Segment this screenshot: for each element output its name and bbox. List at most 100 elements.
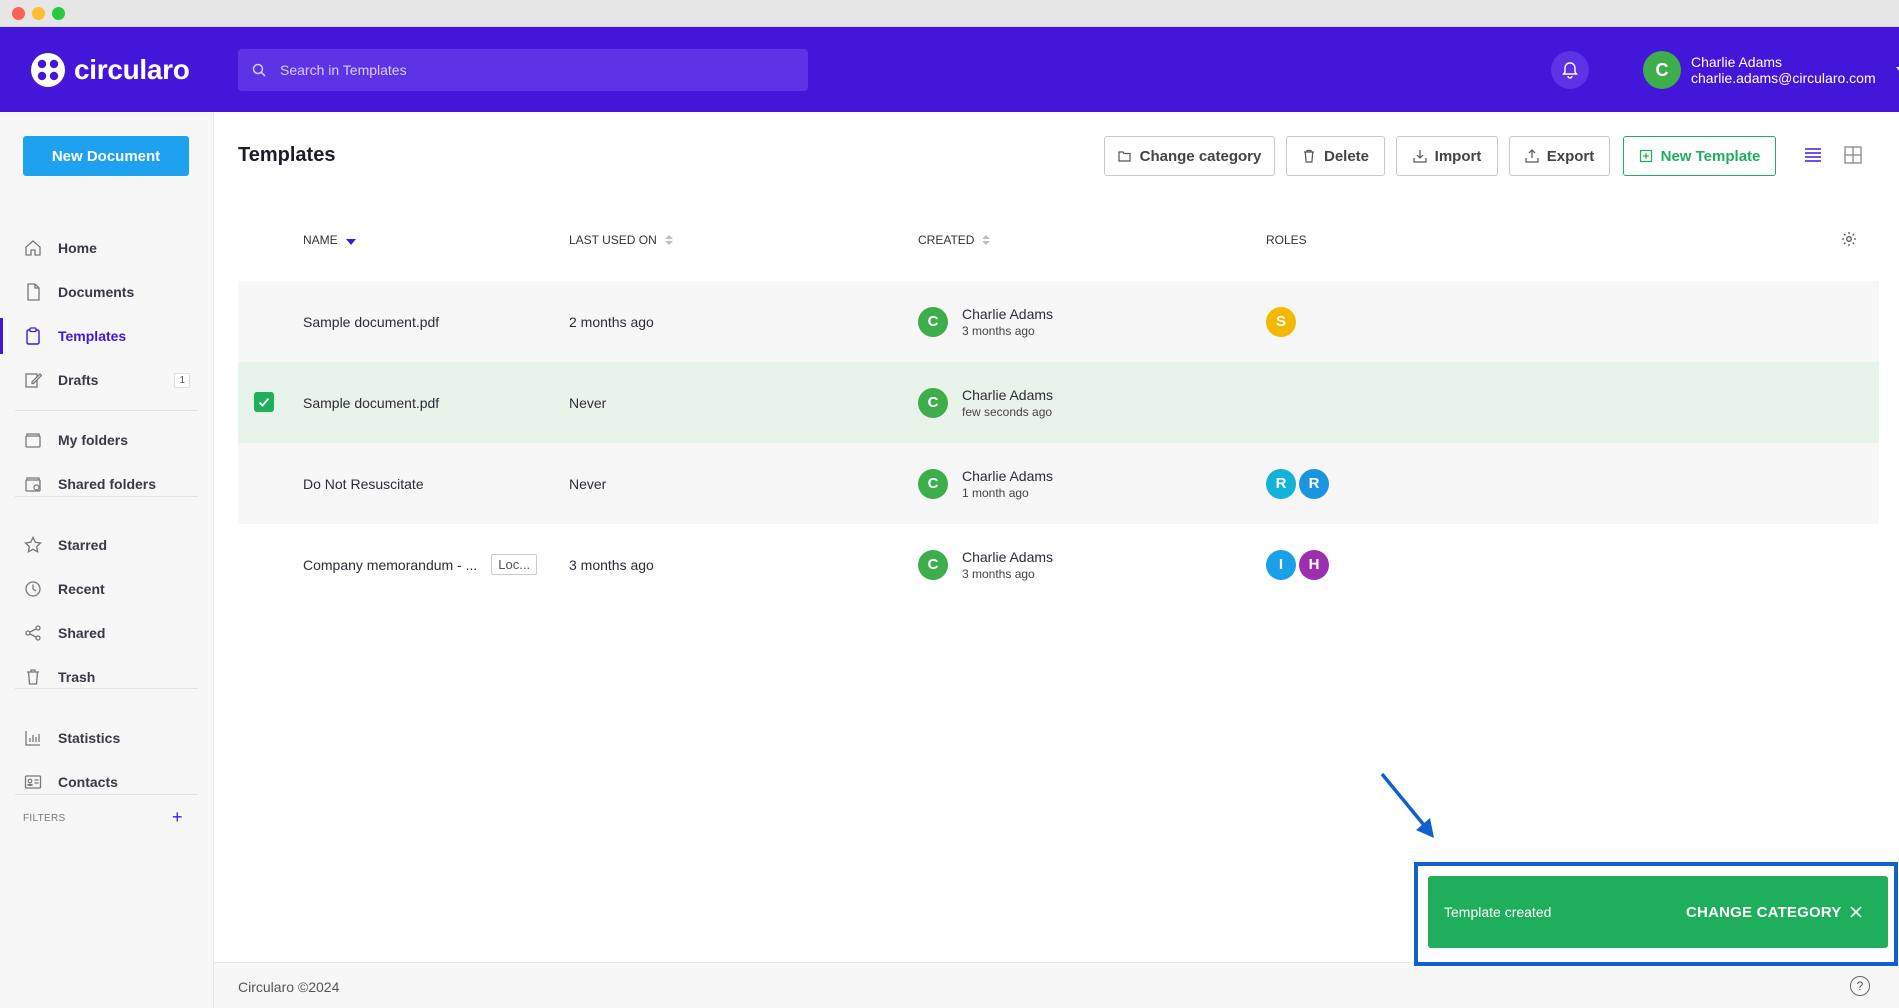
sidebar-item-my-folders[interactable]: My folders <box>0 420 214 460</box>
column-header-created[interactable]: CREATED <box>918 233 991 247</box>
sidebar-item-label: Shared folders <box>58 476 157 492</box>
template-name: Sample document.pdf <box>303 313 440 330</box>
sidebar-item-contacts[interactable]: Contacts <box>0 762 214 802</box>
created-cell: C Charlie Adams few seconds ago <box>918 362 1053 443</box>
created-time: few seconds ago <box>962 404 1053 419</box>
list-view-icon[interactable] <box>1803 145 1823 165</box>
role-avatar: S <box>1266 306 1296 337</box>
shared-folder-icon <box>25 477 41 492</box>
creator-name: Charlie Adams <box>962 386 1054 403</box>
share-icon <box>25 625 41 641</box>
user-avatar: C <box>1643 51 1681 89</box>
table-row[interactable]: Do Not Resuscitate Never C Charlie Adams… <box>238 443 1879 524</box>
new-document-button[interactable]: New Document <box>23 136 189 176</box>
document-icon <box>27 283 40 301</box>
table-row[interactable]: Company memorandum - ... Loc... 3 months… <box>238 524 1879 605</box>
delete-button[interactable]: Delete <box>1286 136 1385 176</box>
copyright-text: Circularo ©2024 <box>238 979 340 995</box>
sidebar-item-templates[interactable]: Templates <box>0 316 214 356</box>
sidebar-item-shared-folders[interactable]: Shared folders <box>0 464 214 504</box>
drafts-count-badge: 1 <box>174 372 190 388</box>
search-input[interactable] <box>280 62 780 78</box>
sidebar-item-label: Drafts <box>58 372 99 388</box>
creator-name: Charlie Adams <box>962 305 1054 322</box>
sidebar-item-label: Starred <box>58 537 108 553</box>
checkmark-icon <box>258 397 270 407</box>
export-icon <box>1525 149 1539 163</box>
filters-label: FILTERS <box>23 813 66 824</box>
template-name: Company memorandum - ... <box>303 556 478 573</box>
minimize-window-button[interactable] <box>32 7 45 20</box>
home-icon <box>25 240 41 256</box>
sidebar-item-label: Trash <box>58 669 96 685</box>
app-name: circularo <box>74 54 190 85</box>
row-checkbox[interactable] <box>254 392 274 412</box>
toast-notification: Template created CHANGE CATEGORY <box>1428 876 1888 948</box>
column-header-name[interactable]: NAME <box>303 233 356 247</box>
role-avatar: I <box>1266 549 1296 580</box>
close-window-button[interactable] <box>12 7 25 20</box>
contacts-icon <box>24 775 42 789</box>
sidebar-item-recent[interactable]: Recent <box>0 569 214 609</box>
search-icon <box>252 63 266 77</box>
created-cell: C Charlie Adams 3 months ago <box>918 524 1053 605</box>
sidebar-item-label: Shared <box>58 625 106 641</box>
user-email: charlie.adams@circularo.com <box>1691 70 1876 86</box>
new-template-label: New Template <box>1660 147 1761 165</box>
clock-icon <box>25 581 41 597</box>
bell-icon <box>1562 62 1578 79</box>
role-avatar: R <box>1299 468 1329 499</box>
avatar: C <box>918 549 948 580</box>
maximize-window-button[interactable] <box>52 7 65 20</box>
sidebar-divider <box>15 496 198 497</box>
folder-icon <box>25 433 41 448</box>
roles-cell: I H <box>1266 524 1329 605</box>
sort-icon <box>664 235 673 245</box>
created-time: 3 months ago <box>962 323 1035 338</box>
sidebar-item-label: My folders <box>58 432 129 448</box>
add-template-icon <box>1639 149 1652 163</box>
column-header-last-used[interactable]: LAST USED ON <box>569 233 673 247</box>
sidebar-item-starred[interactable]: Starred <box>0 525 214 565</box>
created-time: 1 month ago <box>962 485 1029 500</box>
import-button[interactable]: Import <box>1396 136 1498 176</box>
sidebar-item-drafts[interactable]: Drafts 1 <box>0 360 214 400</box>
grid-view-icon[interactable] <box>1843 145 1863 165</box>
highlight-box <box>1414 862 1898 966</box>
change-category-button[interactable]: Change category <box>1104 136 1275 176</box>
window-titlebar <box>0 0 1899 27</box>
page-title: Templates <box>238 144 336 166</box>
creator-name: Charlie Adams <box>962 467 1054 484</box>
role-avatar: H <box>1299 549 1329 580</box>
export-button[interactable]: Export <box>1509 136 1610 176</box>
close-icon[interactable] <box>1848 904 1864 920</box>
user-info: Charlie Adams charlie.adams@circularo.co… <box>1691 54 1876 86</box>
column-last-used-label: LAST USED ON <box>569 233 657 247</box>
user-menu[interactable]: C Charlie Adams charlie.adams@circularo.… <box>1643 51 1899 89</box>
sidebar-divider <box>15 794 198 795</box>
sidebar-item-home[interactable]: Home <box>0 228 214 268</box>
sidebar-item-label: Recent <box>58 581 105 597</box>
table-row[interactable]: Sample document.pdf Never C Charlie Adam… <box>238 362 1879 443</box>
sort-desc-icon <box>345 238 356 245</box>
sidebar: New Document Home Documents Templates Dr… <box>0 112 214 1008</box>
sidebar-item-trash[interactable]: Trash <box>0 657 214 697</box>
gear-icon[interactable] <box>1841 231 1857 247</box>
table-row[interactable]: Sample document.pdf 2 months ago C Charl… <box>238 281 1879 362</box>
template-name: Sample document.pdf <box>303 394 440 411</box>
created-cell: C Charlie Adams 3 months ago <box>918 281 1053 362</box>
sidebar-item-documents[interactable]: Documents <box>0 272 214 312</box>
sidebar-item-statistics[interactable]: Statistics <box>0 718 214 758</box>
change-category-label: Change category <box>1139 147 1262 165</box>
app-logo[interactable]: circularo <box>30 52 190 88</box>
column-roles-label: ROLES <box>1266 233 1307 247</box>
sidebar-divider <box>15 688 198 689</box>
star-icon <box>24 536 42 554</box>
new-template-button[interactable]: New Template <box>1623 136 1776 176</box>
notifications-button[interactable] <box>1551 51 1589 89</box>
toast-change-category-button[interactable]: CHANGE CATEGORY <box>1686 903 1842 921</box>
search-bar[interactable] <box>238 49 808 91</box>
sidebar-item-shared[interactable]: Shared <box>0 613 214 653</box>
add-filter-button[interactable]: + <box>172 807 183 827</box>
help-icon[interactable]: ? <box>1850 976 1870 996</box>
